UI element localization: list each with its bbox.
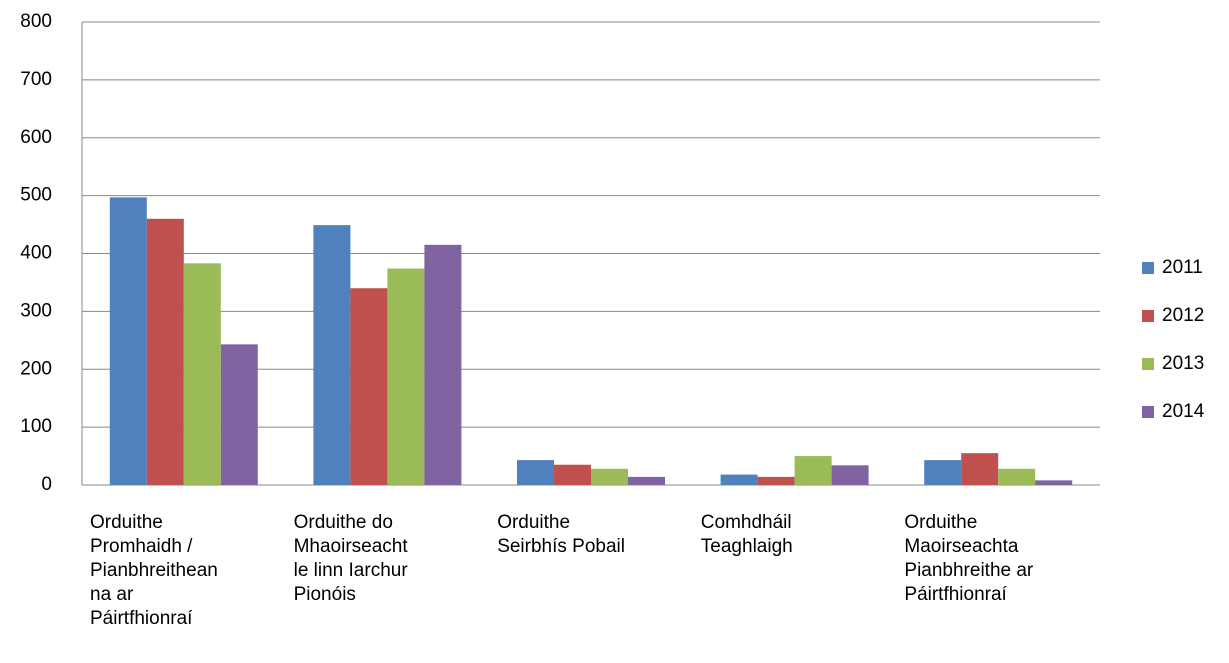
bar xyxy=(924,460,962,485)
bar xyxy=(720,474,758,485)
x-tick-label: Promhaidh / xyxy=(90,536,193,557)
bar xyxy=(517,460,554,485)
y-tick-label: 0 xyxy=(41,474,52,495)
bar xyxy=(220,344,258,485)
x-tick-label: Mhaoirseacht xyxy=(294,536,409,557)
legend-label: 2013 xyxy=(1162,353,1204,374)
legend-swatch xyxy=(1142,358,1154,370)
legend-swatch xyxy=(1142,406,1154,418)
bar xyxy=(628,476,665,485)
x-tick-label: Maoirseachta xyxy=(904,536,1018,557)
x-tick-label: Comhdháil xyxy=(701,512,792,533)
x-tick-label: Orduithe do xyxy=(294,512,393,533)
bar xyxy=(109,197,147,485)
x-tick-label: na ar xyxy=(90,584,134,605)
y-tick-label: 300 xyxy=(20,300,52,321)
bar xyxy=(313,225,351,486)
x-tick-label: Seirbhís Pobail xyxy=(497,536,625,557)
legend-swatch xyxy=(1142,310,1154,322)
x-tick-label: Orduithe xyxy=(904,512,977,533)
bar xyxy=(961,453,999,485)
bar xyxy=(387,268,425,485)
bar xyxy=(757,476,795,485)
y-tick-label: 500 xyxy=(20,185,52,206)
bar xyxy=(998,468,1036,485)
x-tick-label: Orduithe xyxy=(497,512,570,533)
x-tick-label: Páirtfhionraí xyxy=(90,608,193,629)
bar xyxy=(350,288,388,485)
legend-label: 2012 xyxy=(1162,305,1204,326)
x-tick-label: le linn Iarchur xyxy=(294,560,409,581)
bar xyxy=(591,468,628,485)
y-tick-label: 800 xyxy=(20,11,52,32)
legend-swatch xyxy=(1142,262,1154,274)
x-tick-label: Pionóis xyxy=(294,584,356,605)
x-tick-label: Pianbhreithe ar xyxy=(904,560,1034,581)
x-tick-label: Teaghlaigh xyxy=(701,536,793,557)
x-tick-label: Orduithe xyxy=(90,512,163,533)
y-tick-label: 400 xyxy=(20,243,52,264)
bar xyxy=(794,456,832,485)
bar xyxy=(424,244,462,485)
y-tick-label: 100 xyxy=(20,416,52,437)
bar xyxy=(146,218,184,485)
y-tick-label: 200 xyxy=(20,358,52,379)
bar xyxy=(183,263,221,485)
legend-label: 2014 xyxy=(1162,401,1205,422)
x-tick-label: Páirtfhionraí xyxy=(904,584,1007,605)
bar xyxy=(831,465,869,485)
x-tick-label: Pianbhreithean xyxy=(90,560,218,581)
bar xyxy=(554,464,591,485)
y-tick-label: 700 xyxy=(20,69,52,90)
legend-label: 2011 xyxy=(1162,257,1203,278)
y-tick-label: 600 xyxy=(20,127,52,148)
bar xyxy=(1035,480,1073,485)
